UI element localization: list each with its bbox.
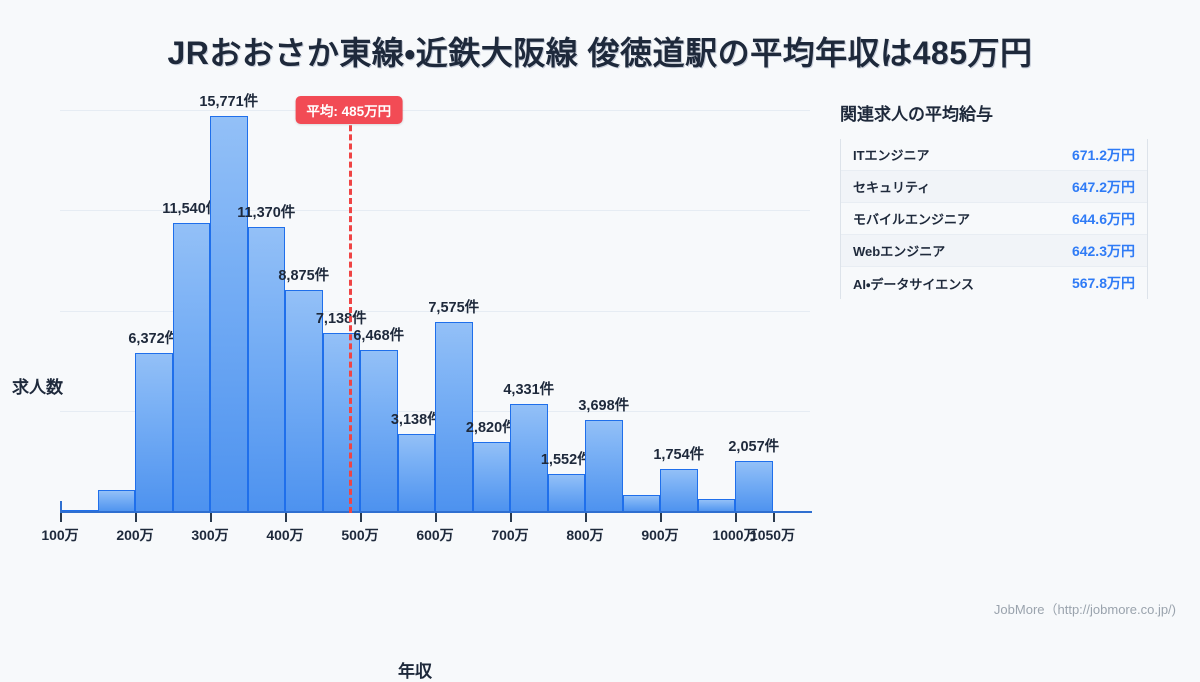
row-job-label: AI・データサイエンス (853, 276, 975, 292)
table-row: セキュリティ 647.2万円 (841, 171, 1147, 203)
bar-series: 6,372件 11,540件 15,771件 11,370件 8,875件 7,138件 6… (60, 94, 810, 513)
y-axis-line (60, 501, 62, 513)
row-salary-value: 644.6万円 (1071, 210, 1135, 227)
row-salary-value: 642.3万円 (1071, 242, 1135, 259)
row-job-label: ITエンジニア (853, 148, 930, 163)
row-salary-value: 567.8万円 (1071, 275, 1135, 291)
histogram-bar (472, 442, 510, 513)
histogram-bar (135, 352, 173, 513)
row-job-label: セキュリティ (853, 180, 931, 195)
x-tick-label: 400万 (266, 527, 304, 543)
histogram-bar (547, 473, 585, 513)
bar-value-label: 3,698件 (578, 398, 630, 414)
x-tick-label: 800万 (566, 527, 604, 543)
x-tick-mark (210, 513, 212, 522)
average-badge: 平均: 485万円 (295, 96, 403, 124)
bar-value-label: 15,771件 (199, 94, 259, 111)
histogram-bar (735, 461, 773, 513)
x-tick-label: 1050万 (749, 527, 796, 543)
table-row: ITエンジニア 671.2万円 (841, 139, 1147, 171)
x-tick-label: 500万 (341, 527, 379, 543)
bar-value-label: 7,138件 (315, 311, 367, 328)
average-line (348, 98, 352, 513)
row-salary-value: 671.2万円 (1071, 146, 1135, 163)
bar-value-label: 1,552件 (540, 451, 592, 468)
gridline (60, 109, 810, 111)
table-row: AI・データサイエンス 567.8万円 (841, 267, 1147, 299)
x-tick-label: 300万 (191, 527, 229, 543)
bar-value-label: 7,575件 (428, 300, 480, 317)
x-axis-title: 年収 (398, 662, 432, 681)
x-tick-mark (772, 513, 775, 522)
y-axis-title: 求人数 (12, 378, 63, 397)
table-row: Webエンジニア 642.3万円 (841, 235, 1147, 267)
gridline (60, 210, 810, 212)
plot-area: 6,372件 11,540件 15,771件 11,370件 8,875件 7,138件 6… (41, 94, 812, 543)
x-tick-label: 600万 (416, 527, 454, 543)
histogram-bar (435, 322, 473, 513)
x-tick-mark (285, 513, 287, 522)
histogram-chart: 求人数 6,372件 11,540件 15,771件 11,370件 8,875件 7,1… (0, 90, 830, 681)
row-job-label: Webエンジニア (853, 244, 946, 259)
row-job-label: モバイルエンジニア (853, 212, 971, 227)
bar-value-label: 2,820件 (465, 420, 517, 437)
x-axis-line (60, 511, 812, 513)
bar-value-label: 2,057件 (728, 439, 780, 456)
bar-value-label: 6,468件 (353, 328, 405, 345)
footer-watermark: JobMore（http://jobmore.co.jp/) (993, 602, 1176, 617)
x-tick-mark (585, 513, 587, 522)
x-tick-mark (435, 513, 437, 522)
histogram-bar (660, 468, 698, 513)
x-tick-mark (660, 513, 662, 522)
x-tick-label: 100万 (41, 527, 79, 543)
bar-value-label: 11,540件 (162, 200, 221, 217)
gridline (60, 310, 810, 312)
infographic-page: JRおおさか東線・近鉄大阪線 俊徳道駅の平均年収は485万円 求人数 6,372… (0, 35, 1176, 681)
salary-table: ITエンジニア 671.2万円セキュリティ 647.2万円モバイルエンジニア 644.… (840, 139, 1148, 299)
bar-value-label: 4,331件 (503, 382, 555, 399)
bar-value-label: 11,370件 (237, 205, 296, 222)
histogram-bar (585, 420, 623, 513)
bar-value-label: 8,875件 (278, 267, 330, 284)
histogram-bar (172, 222, 210, 513)
histogram-bar (97, 490, 135, 513)
bar-value-label: 3,138件 (390, 412, 442, 429)
bar-value-label: 1,754件 (653, 446, 705, 463)
related-salary-panel: 関連求人の平均給与 ITエンジニア 671.2万円セキュリティ 647.2万円モバイ… (836, 100, 1176, 299)
x-tick-label: 200万 (116, 527, 154, 543)
x-tick-mark (510, 513, 512, 522)
panel-title: 関連求人の平均給与 (840, 105, 993, 124)
histogram-bar (322, 333, 360, 513)
histogram-bar (210, 116, 248, 513)
histogram-bar (247, 227, 285, 513)
histogram-bar (285, 289, 323, 513)
page-title: JRおおさか東線・近鉄大阪線 俊徳道駅の平均年収は485万円 (167, 35, 1033, 71)
x-tick-label: 900万 (641, 527, 679, 543)
x-tick-mark (360, 513, 362, 522)
bar-value-label: 6,372件 (128, 330, 180, 347)
row-salary-value: 647.2万円 (1071, 178, 1135, 195)
histogram-bar (360, 350, 398, 513)
x-tick-label: 700万 (491, 527, 529, 543)
table-row: モバイルエンジニア 644.6万円 (841, 203, 1147, 235)
x-tick-mark (135, 513, 137, 522)
x-tick-mark (735, 513, 737, 522)
histogram-bar (510, 404, 548, 513)
histogram-bar (397, 434, 435, 513)
x-tick-mark (60, 513, 62, 522)
x-tick-label: 1000万 (712, 527, 758, 543)
